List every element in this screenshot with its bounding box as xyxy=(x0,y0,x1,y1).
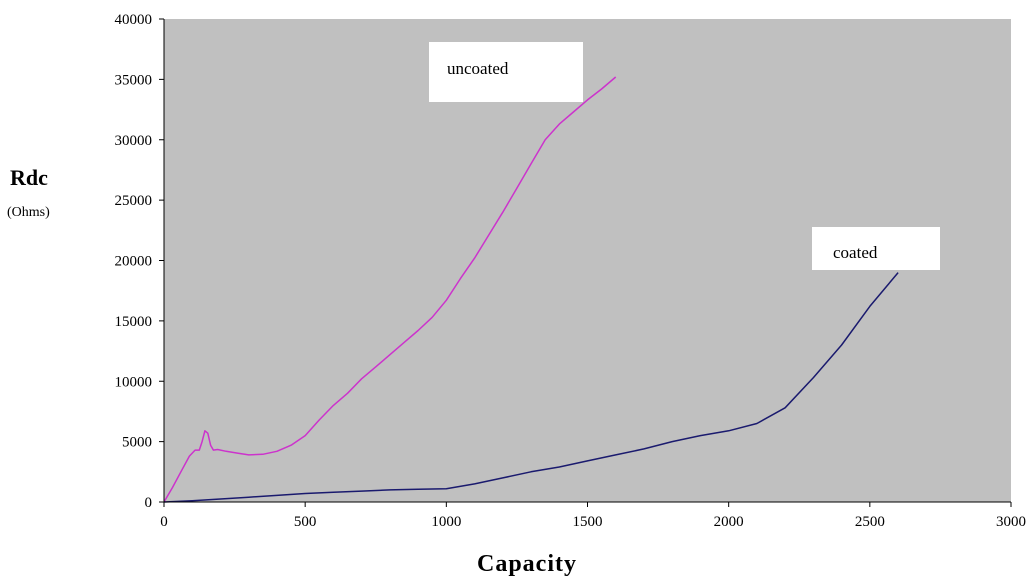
x-tick-label: 0 xyxy=(160,514,168,530)
x-tick-label: 1500 xyxy=(573,514,603,530)
y-tick-label: 5000 xyxy=(122,435,152,451)
y-tick-label: 25000 xyxy=(115,193,153,209)
y-axis-title: Rdc xyxy=(10,165,48,190)
series-line-uncoated xyxy=(163,76,617,503)
annotation-box-coated xyxy=(812,227,940,270)
x-axis-ticks: 0 500 1000 1500 2000 2500 3000 xyxy=(160,502,1026,530)
y-axis-unit: (Ohms) xyxy=(7,205,50,220)
y-tick-label: 10000 xyxy=(115,374,153,390)
annotation-coated: coated xyxy=(833,243,878,262)
x-tick-label: 500 xyxy=(294,514,317,530)
x-tick-label: 3000 xyxy=(996,514,1026,530)
x-tick-label: 2000 xyxy=(714,514,744,530)
annotation-uncoated: uncoated xyxy=(447,59,509,78)
x-tick-label: 1000 xyxy=(431,514,461,530)
y-tick-label: 40000 xyxy=(115,12,153,28)
y-tick-label: 20000 xyxy=(115,254,153,270)
annotation-box-uncoated xyxy=(429,42,583,102)
y-tick-label: 15000 xyxy=(115,314,153,330)
x-axis-title: Capacity xyxy=(477,551,577,577)
y-tick-label: 35000 xyxy=(115,72,153,88)
y-axis-ticks: 0 5000 10000 15000 20000 25000 30000 35000 40000 xyxy=(115,12,164,511)
series-line-coated xyxy=(163,272,899,503)
series-layer xyxy=(163,76,899,503)
y-tick-label: 0 xyxy=(145,495,153,511)
x-tick-label: 2500 xyxy=(855,514,885,530)
y-tick-label: 30000 xyxy=(115,133,153,149)
